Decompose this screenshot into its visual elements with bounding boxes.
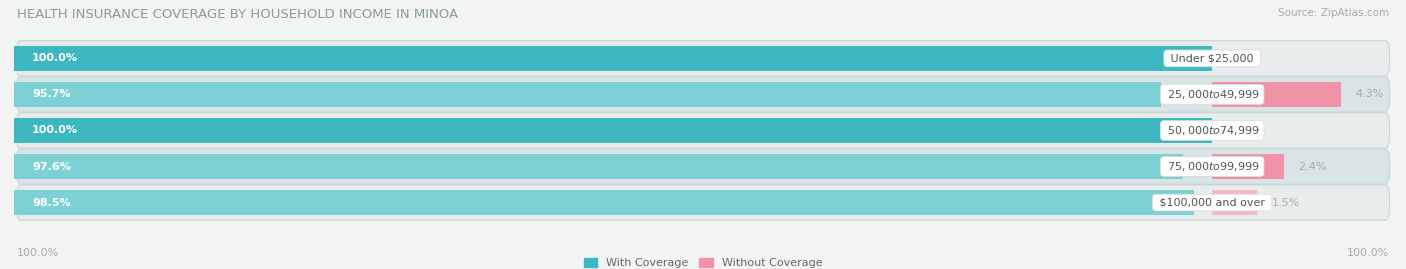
Text: 4.3%: 4.3% [1355, 89, 1384, 100]
Text: $25,000 to $49,999: $25,000 to $49,999 [1164, 88, 1261, 101]
Bar [14, 190, 1194, 215]
Text: HEALTH INSURANCE COVERAGE BY HOUSEHOLD INCOME IN MINOA: HEALTH INSURANCE COVERAGE BY HOUSEHOLD I… [17, 8, 458, 21]
Text: 100.0%: 100.0% [32, 125, 77, 136]
Text: 97.6%: 97.6% [32, 161, 70, 172]
FancyBboxPatch shape [17, 113, 1389, 148]
Text: 95.7%: 95.7% [32, 89, 70, 100]
Text: 0.0%: 0.0% [1230, 53, 1258, 63]
Text: $100,000 and over: $100,000 and over [1156, 197, 1268, 208]
Bar [14, 154, 1184, 179]
Bar [1212, 82, 1341, 107]
Text: $50,000 to $74,999: $50,000 to $74,999 [1164, 124, 1261, 137]
Legend: With Coverage, Without Coverage: With Coverage, Without Coverage [579, 253, 827, 269]
Text: 100.0%: 100.0% [1347, 248, 1389, 258]
Text: $75,000 to $99,999: $75,000 to $99,999 [1164, 160, 1261, 173]
Text: 0.0%: 0.0% [1230, 125, 1258, 136]
FancyBboxPatch shape [17, 77, 1389, 112]
Text: 100.0%: 100.0% [32, 53, 77, 63]
Text: 1.5%: 1.5% [1271, 197, 1299, 208]
Text: 2.4%: 2.4% [1299, 161, 1327, 172]
Text: Source: ZipAtlas.com: Source: ZipAtlas.com [1278, 8, 1389, 18]
FancyBboxPatch shape [17, 185, 1389, 220]
FancyBboxPatch shape [17, 41, 1389, 76]
FancyBboxPatch shape [17, 149, 1389, 184]
Bar [1212, 190, 1257, 215]
Bar [14, 82, 1161, 107]
Text: 100.0%: 100.0% [17, 248, 59, 258]
Text: 98.5%: 98.5% [32, 197, 70, 208]
Bar [1212, 154, 1284, 179]
Bar [14, 46, 1212, 71]
Bar [14, 118, 1212, 143]
Text: Under $25,000: Under $25,000 [1167, 53, 1257, 63]
